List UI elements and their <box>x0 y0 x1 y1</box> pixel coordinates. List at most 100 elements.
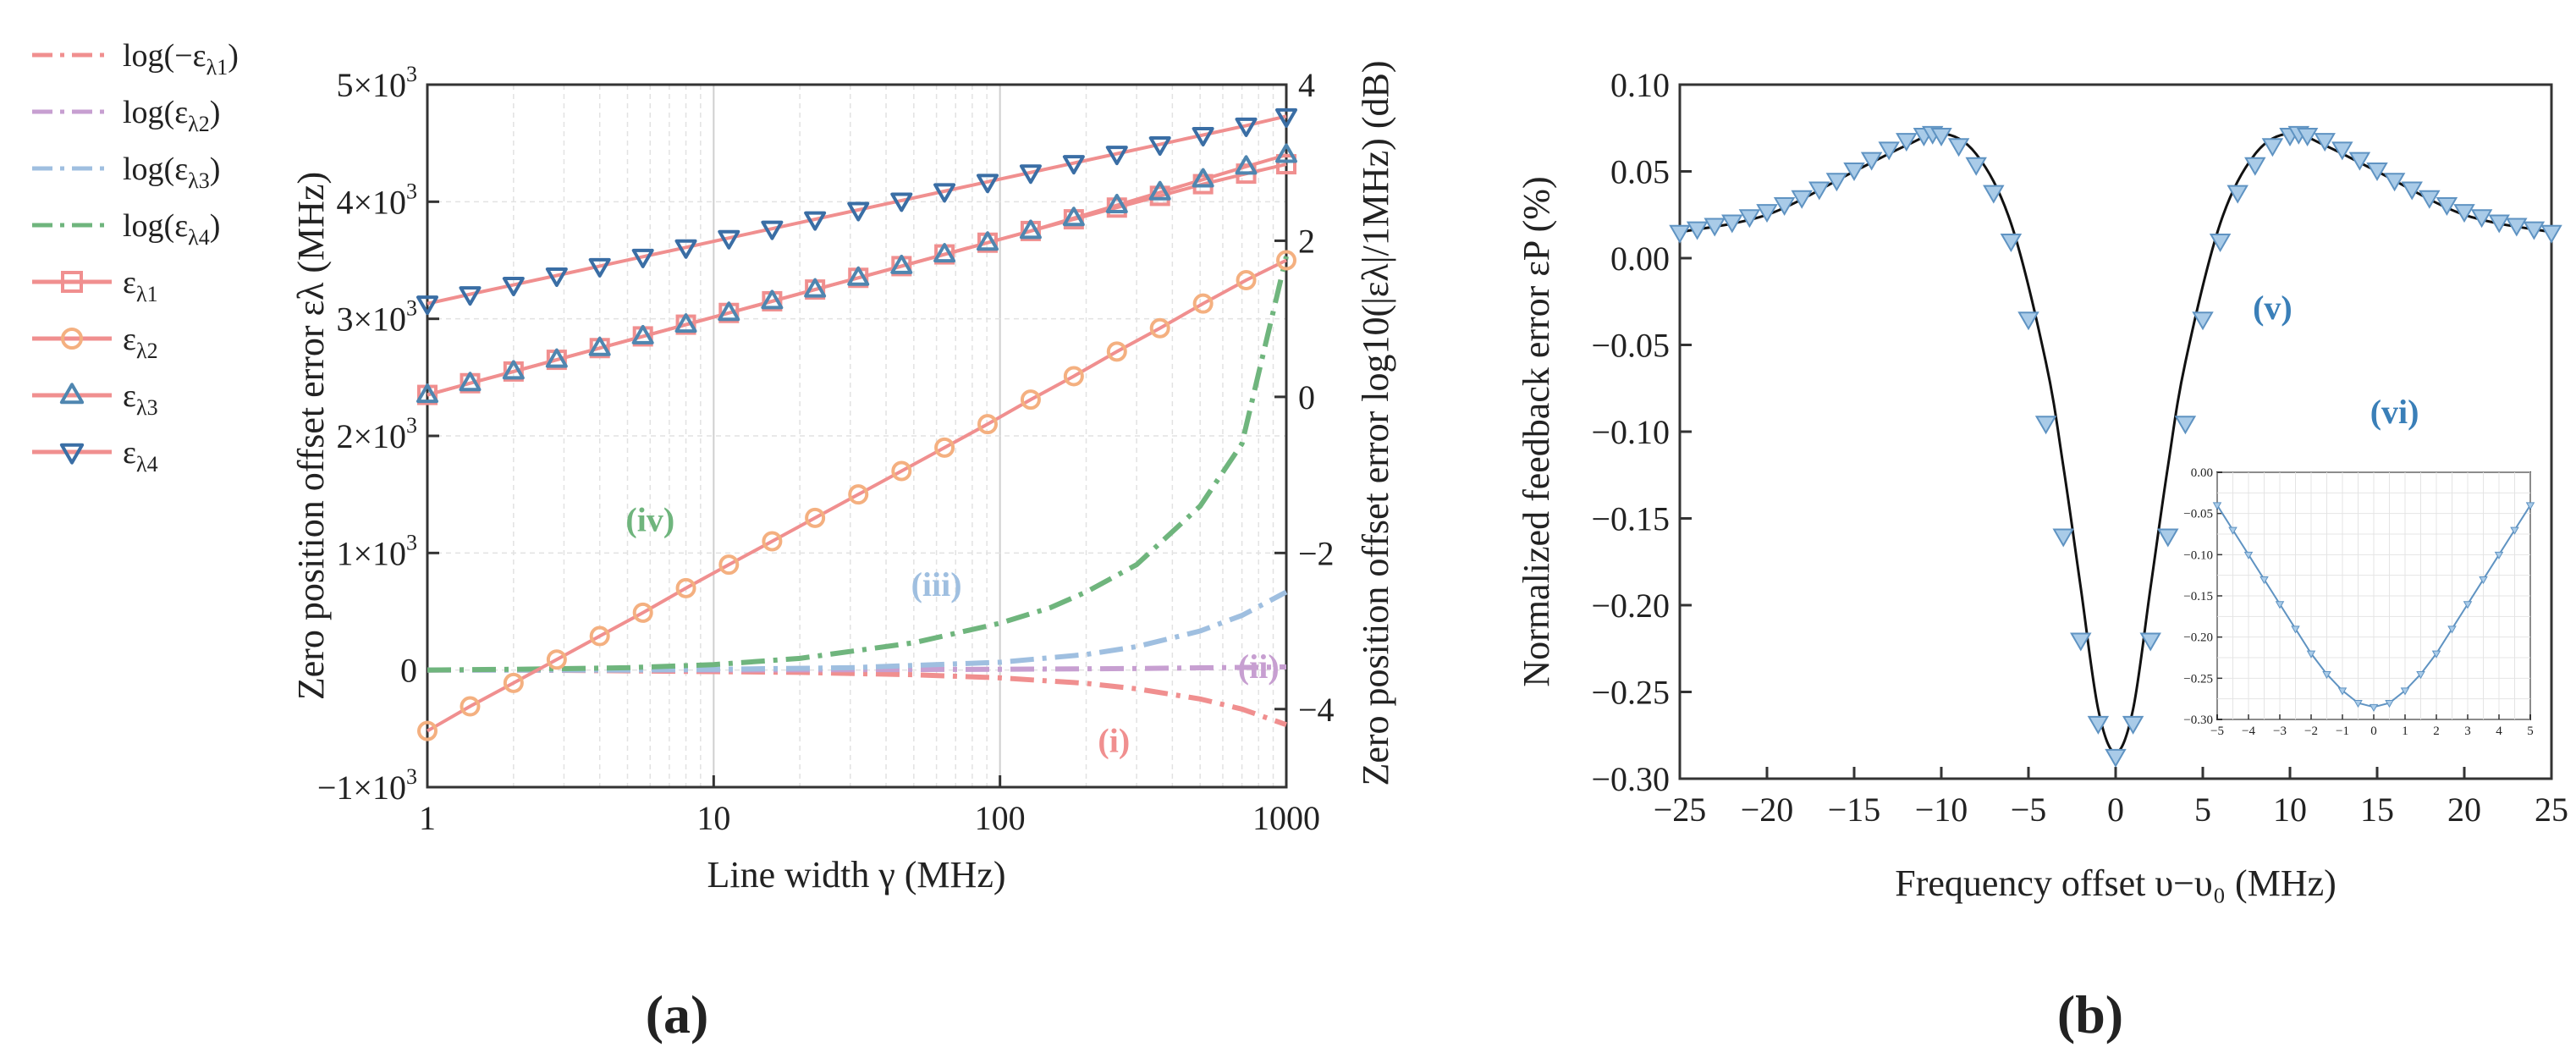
data-point-triangle-up <box>761 289 784 310</box>
data-point-circle <box>1020 389 1041 411</box>
data-point-triangle-down <box>804 211 827 231</box>
inset-data-point <box>2369 703 2379 712</box>
inset-data-point <box>2400 687 2410 696</box>
x-tick-label: 1000 <box>1252 799 1320 837</box>
legend-entry-sub: λ3 <box>136 395 158 420</box>
x-tick-label: −10 <box>1915 791 1968 829</box>
data-point-triangle-down <box>2488 214 2510 234</box>
inset-data-point <box>2431 650 2441 658</box>
data-point-triangle-down <box>2383 173 2406 192</box>
data-point-triangle-down <box>2331 141 2353 161</box>
data-point-triangle-up <box>976 231 999 251</box>
data-point-circle <box>1106 341 1127 362</box>
inset-y-tick-label: −0.25 <box>2183 672 2213 686</box>
inset-y-tick-label: −0.05 <box>2183 508 2213 521</box>
legend-entry-sub: λ1 <box>136 282 158 306</box>
legend-entry: log(ελ3) <box>123 152 220 193</box>
data-point-triangle-down <box>2348 152 2371 171</box>
data-point-triangle-down <box>1192 126 1214 146</box>
data-point-triangle-down <box>1843 162 1865 181</box>
inset-data-point <box>2447 625 2457 634</box>
y-left-tick-label-mantissa: 5×10 <box>336 66 406 104</box>
x-tick-label: −5 <box>2011 791 2047 829</box>
legend-entry-tail: ) <box>210 152 221 187</box>
legend-entry-sub: λ4 <box>136 452 158 477</box>
data-point-triangle-down <box>1791 190 1813 209</box>
series-line-5 <box>427 258 1287 733</box>
legend-marker-circle <box>61 328 83 350</box>
y-tick-label: −0.20 <box>1591 587 1670 625</box>
series-line-7 <box>427 114 1287 306</box>
data-point-circle <box>718 554 740 576</box>
data-point-triangle-down <box>502 277 525 297</box>
data-point-triangle-down <box>2366 162 2388 181</box>
data-point-triangle-down <box>2419 190 2441 209</box>
data-point-circle <box>503 672 524 693</box>
panel-a-y-right-ticks: −4 −2 0 2 4 <box>1274 66 1335 729</box>
data-point-triangle-down <box>1235 117 1258 137</box>
inset-y-tick-label: −0.10 <box>2183 548 2213 562</box>
y-right-tick-label: 2 <box>1298 222 1315 260</box>
panel-b-label-letter: b <box>2075 984 2105 1044</box>
data-point-triangle-up <box>1192 168 1214 188</box>
panel-a-x-ticks: 1 10 100 1000 <box>419 775 1320 837</box>
y-tick-label: −0.10 <box>1591 413 1670 451</box>
data-point-circle <box>1063 366 1084 387</box>
y-tick-label: −0.25 <box>1591 674 1670 712</box>
data-point-circle <box>1192 293 1214 314</box>
data-point-circle <box>934 437 955 458</box>
legend-entry-main: ε <box>123 435 136 471</box>
data-point-triangle-down <box>2070 632 2092 652</box>
y-left-tick-label-mantissa: 4×10 <box>336 183 406 221</box>
data-point-triangle-down <box>1704 218 1726 237</box>
data-point-triangle-down <box>2105 748 2127 768</box>
annotation-label: (iv) <box>625 501 674 539</box>
x-tick-label: 25 <box>2535 791 2568 829</box>
y-left-tick-label-mantissa: 1×10 <box>336 534 406 572</box>
annotation-label: (iii) <box>911 565 962 603</box>
legend-marker-triangle-down <box>59 443 85 465</box>
data-point-triangle-down <box>1825 173 1848 192</box>
panel-a: 1 10 100 1000 −1×10301×1032×1033×1034×1035×… <box>32 38 1396 1044</box>
x-tick-label: 1 <box>419 799 436 837</box>
data-point-triangle-down <box>545 267 568 287</box>
inset-x-tick-label: 3 <box>2464 725 2471 738</box>
data-point-triangle-up <box>933 243 956 263</box>
data-point-triangle-down <box>588 257 611 278</box>
data-point-triangle-up <box>890 254 913 274</box>
data-point-triangle-down <box>2261 138 2284 157</box>
legend-entry: ελ1 <box>123 265 158 306</box>
data-point-triangle-down <box>416 295 438 316</box>
legend-entry-sub: λ1 <box>206 55 228 80</box>
legend-entry: log(−ελ1) <box>123 38 239 80</box>
data-point-triangle-down <box>631 248 654 268</box>
inset-data-point <box>2510 526 2519 535</box>
y-right-tick-label: 4 <box>1298 66 1315 104</box>
inset-data-point <box>2416 670 2425 680</box>
data-point-triangle-down <box>674 239 697 259</box>
series-line-2 <box>427 589 1288 673</box>
data-point-circle <box>460 696 481 717</box>
panel-a-label-close: ) <box>691 984 708 1044</box>
legend-entry: ελ2 <box>123 322 158 363</box>
data-point-triangle-down <box>2087 715 2110 735</box>
y-left-tick-label: 3×103 <box>336 296 417 339</box>
data-point-triangle-down <box>2192 311 2214 331</box>
y-left-tick-label: 1×103 <box>336 530 417 572</box>
inset-x-tick-label: −3 <box>2273 725 2287 738</box>
inset-data-point <box>2525 502 2535 510</box>
data-point-circle <box>675 577 696 598</box>
panel-b-label: (b) <box>2057 984 2123 1044</box>
panel-b-series <box>1669 125 2562 768</box>
data-point-circle <box>632 602 653 623</box>
data-point-circle <box>762 531 783 552</box>
legend-entry-main: ε <box>123 322 136 357</box>
inset-y-tick-label: −0.30 <box>2183 714 2213 727</box>
data-point-triangle-up <box>1062 207 1085 227</box>
y-right-tick-label: −2 <box>1298 534 1335 572</box>
inset-data-point <box>2228 526 2237 535</box>
y-left-tick-label-exponent: 3 <box>406 179 417 203</box>
data-point-triangle-down <box>2017 311 2039 331</box>
data-point-circle <box>546 649 567 670</box>
legend-entry: ελ4 <box>123 435 158 477</box>
